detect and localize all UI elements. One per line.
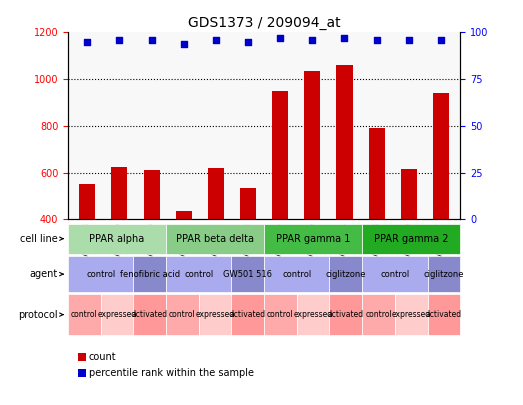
Bar [304,71,321,220]
Title: GDS1373 / 209094_at: GDS1373 / 209094_at [188,16,340,30]
Text: count: count [89,352,117,362]
Text: control: control [71,310,98,319]
Bar [401,169,417,220]
Text: control: control [169,310,196,319]
Point [340,35,349,41]
Text: control: control [380,270,410,279]
Point [179,40,188,47]
Text: PPAR gamma 2: PPAR gamma 2 [374,234,448,244]
Text: ciglitzone: ciglitzone [424,270,464,279]
Text: activated: activated [230,310,266,319]
Text: ciglitzone: ciglitzone [326,270,366,279]
Text: control: control [184,270,213,279]
Bar [208,168,224,220]
Text: percentile rank within the sample: percentile rank within the sample [89,369,254,378]
Text: control: control [365,310,392,319]
Text: protocol: protocol [18,310,58,320]
Text: GW501 516: GW501 516 [223,270,272,279]
Text: activated: activated [426,310,462,319]
Point [276,35,285,41]
Text: expressed: expressed [196,310,235,319]
Point [83,38,92,45]
Text: control: control [86,270,115,279]
Bar [111,167,128,220]
Point [372,36,381,43]
Text: activated: activated [132,310,168,319]
Bar [143,170,160,220]
Point [212,36,220,43]
Point [437,36,445,43]
Point [405,36,413,43]
Text: expressed: expressed [392,310,431,319]
Bar [240,188,256,220]
Bar [369,128,385,220]
Text: activated: activated [328,310,364,319]
Text: PPAR gamma 1: PPAR gamma 1 [276,234,350,244]
Bar [272,91,288,220]
Text: agent: agent [29,269,58,279]
Text: PPAR alpha: PPAR alpha [89,234,145,244]
Text: expressed: expressed [293,310,333,319]
Point [147,36,156,43]
Bar [176,211,192,220]
Text: control: control [267,310,294,319]
Text: expressed: expressed [97,310,137,319]
Point [308,36,316,43]
Text: fenofibric acid: fenofibric acid [120,270,180,279]
Bar [79,184,95,220]
Point [244,38,252,45]
Text: cell line: cell line [20,234,58,244]
Point [115,36,123,43]
Bar [336,65,353,220]
Bar [433,93,449,220]
Text: control: control [282,270,311,279]
Text: PPAR beta delta: PPAR beta delta [176,234,254,244]
